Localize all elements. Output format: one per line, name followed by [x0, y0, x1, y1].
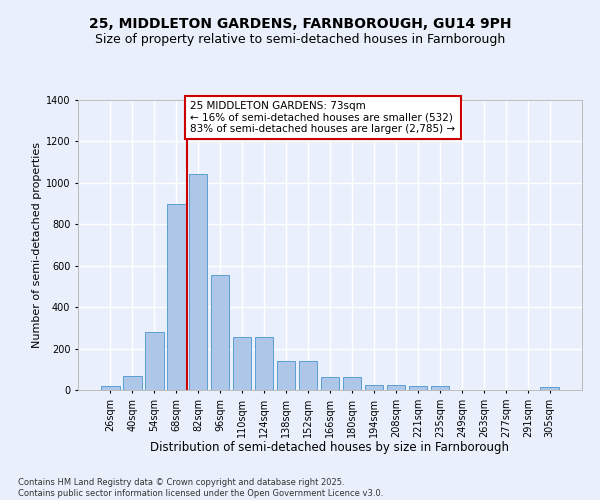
X-axis label: Distribution of semi-detached houses by size in Farnborough: Distribution of semi-detached houses by …: [151, 442, 509, 454]
Bar: [277, 361, 295, 390]
Y-axis label: Number of semi-detached properties: Number of semi-detached properties: [32, 142, 41, 348]
Bar: [145, 332, 164, 390]
Bar: [299, 361, 317, 390]
Bar: [365, 385, 383, 390]
Bar: [189, 174, 208, 390]
Bar: [255, 337, 274, 390]
Bar: [320, 376, 340, 390]
Bar: [386, 385, 405, 390]
Bar: [431, 386, 449, 390]
Text: Contains HM Land Registry data © Crown copyright and database right 2025.
Contai: Contains HM Land Registry data © Crown c…: [18, 478, 383, 498]
Bar: [101, 386, 119, 390]
Text: 25 MIDDLETON GARDENS: 73sqm
← 16% of semi-detached houses are smaller (532)
83% : 25 MIDDLETON GARDENS: 73sqm ← 16% of sem…: [190, 101, 455, 134]
Bar: [343, 376, 361, 390]
Text: 25, MIDDLETON GARDENS, FARNBOROUGH, GU14 9PH: 25, MIDDLETON GARDENS, FARNBOROUGH, GU14…: [89, 18, 511, 32]
Bar: [541, 387, 559, 390]
Text: Size of property relative to semi-detached houses in Farnborough: Size of property relative to semi-detach…: [95, 32, 505, 46]
Bar: [233, 337, 251, 390]
Bar: [167, 204, 185, 390]
Bar: [123, 376, 142, 390]
Bar: [211, 275, 229, 390]
Bar: [409, 386, 427, 390]
